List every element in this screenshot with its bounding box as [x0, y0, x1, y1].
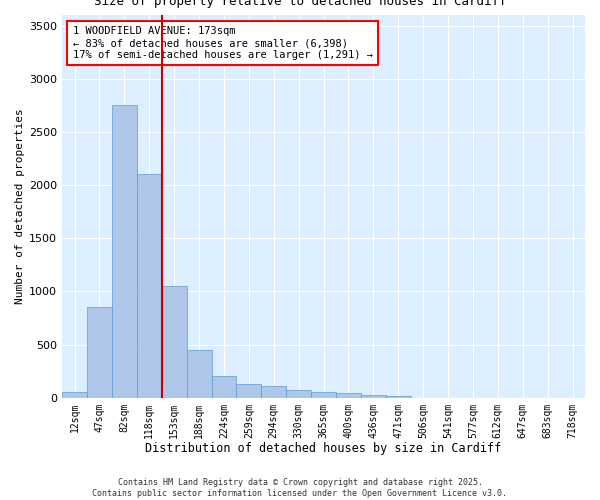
Bar	[286, 390, 311, 398]
Bar	[386, 396, 411, 398]
Bar	[336, 393, 361, 398]
Bar	[262, 386, 286, 398]
Bar	[87, 308, 112, 398]
Bar	[236, 384, 262, 398]
Bar	[112, 106, 137, 398]
Text: Size of property relative to detached houses in Cardiff: Size of property relative to detached ho…	[94, 0, 506, 8]
Text: 1 WOODFIELD AVENUE: 173sqm
← 83% of detached houses are smaller (6,398)
17% of s: 1 WOODFIELD AVENUE: 173sqm ← 83% of deta…	[73, 26, 373, 60]
X-axis label: Distribution of detached houses by size in Cardiff: Distribution of detached houses by size …	[145, 442, 502, 455]
Bar	[137, 174, 162, 398]
Bar	[311, 392, 336, 398]
Bar	[361, 394, 386, 398]
Bar	[187, 350, 212, 398]
Bar	[62, 392, 87, 398]
Text: Contains HM Land Registry data © Crown copyright and database right 2025.
Contai: Contains HM Land Registry data © Crown c…	[92, 478, 508, 498]
Bar	[212, 376, 236, 398]
Y-axis label: Number of detached properties: Number of detached properties	[15, 108, 25, 304]
Bar	[162, 286, 187, 398]
